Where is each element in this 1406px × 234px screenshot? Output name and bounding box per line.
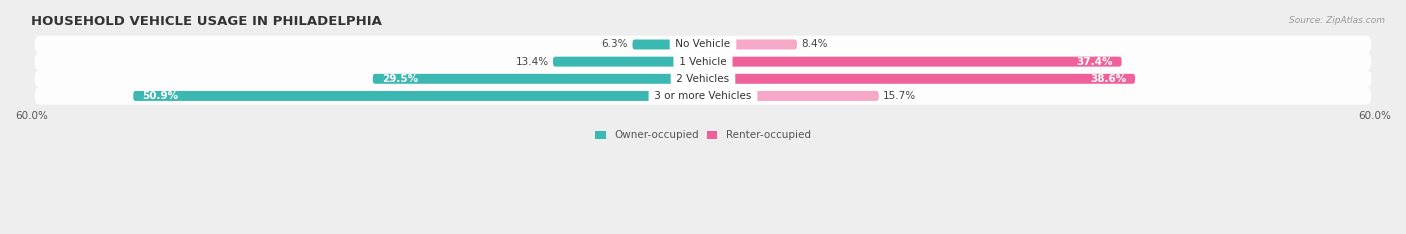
Text: Source: ZipAtlas.com: Source: ZipAtlas.com [1289, 16, 1385, 25]
Text: 2 Vehicles: 2 Vehicles [673, 74, 733, 84]
FancyBboxPatch shape [633, 40, 703, 49]
Text: 38.6%: 38.6% [1090, 74, 1126, 84]
Text: 29.5%: 29.5% [382, 74, 418, 84]
Text: 1 Vehicle: 1 Vehicle [676, 57, 730, 67]
FancyBboxPatch shape [35, 53, 1371, 70]
FancyBboxPatch shape [373, 74, 703, 84]
FancyBboxPatch shape [703, 91, 879, 101]
Text: HOUSEHOLD VEHICLE USAGE IN PHILADELPHIA: HOUSEHOLD VEHICLE USAGE IN PHILADELPHIA [31, 15, 382, 28]
FancyBboxPatch shape [703, 57, 1122, 67]
Text: 3 or more Vehicles: 3 or more Vehicles [651, 91, 755, 101]
Legend: Owner-occupied, Renter-occupied: Owner-occupied, Renter-occupied [595, 130, 811, 140]
FancyBboxPatch shape [35, 36, 1371, 53]
Text: 13.4%: 13.4% [516, 57, 548, 67]
FancyBboxPatch shape [703, 40, 797, 49]
FancyBboxPatch shape [553, 57, 703, 67]
Text: 15.7%: 15.7% [883, 91, 917, 101]
Text: 50.9%: 50.9% [142, 91, 179, 101]
Text: 8.4%: 8.4% [801, 40, 828, 49]
FancyBboxPatch shape [703, 74, 1135, 84]
Text: No Vehicle: No Vehicle [672, 40, 734, 49]
FancyBboxPatch shape [35, 87, 1371, 105]
FancyBboxPatch shape [134, 91, 703, 101]
FancyBboxPatch shape [35, 70, 1371, 88]
Text: 6.3%: 6.3% [602, 40, 628, 49]
Text: 37.4%: 37.4% [1076, 57, 1112, 67]
